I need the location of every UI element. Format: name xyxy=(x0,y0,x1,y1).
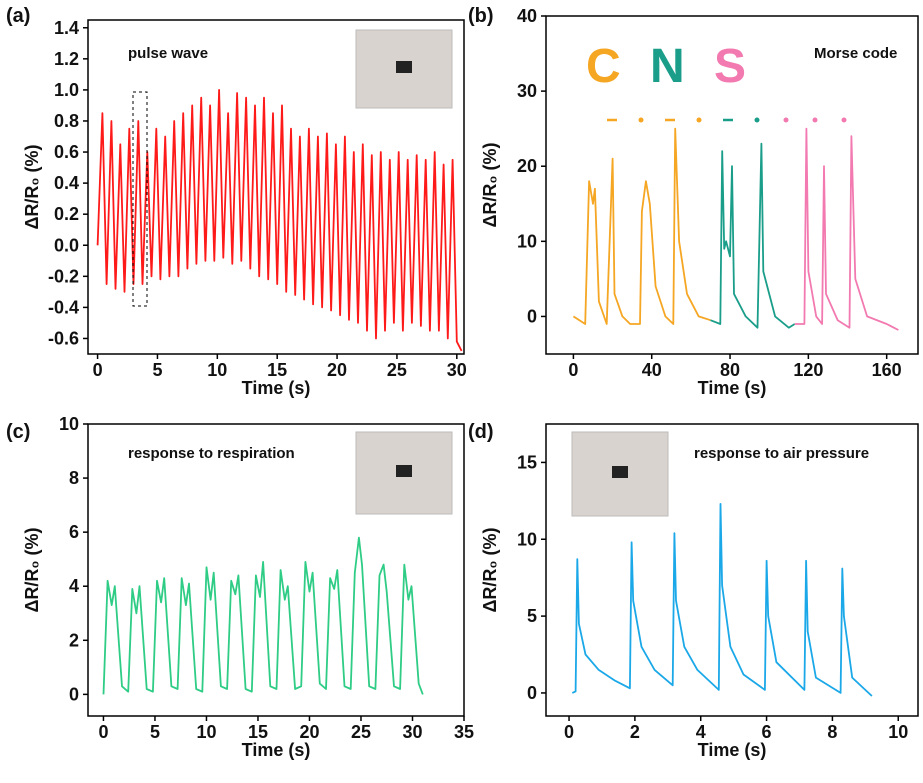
x-tick-label: 8 xyxy=(827,722,837,742)
x-axis-label: Time (s) xyxy=(242,740,311,760)
y-tick-label: -0.2 xyxy=(48,266,79,286)
y-tick-label: 15 xyxy=(517,452,537,472)
y-axis-label: ΔR/R₀ (%) xyxy=(22,527,42,612)
data-line xyxy=(572,127,711,325)
y-tick-label: 0 xyxy=(527,306,537,326)
morse-dot xyxy=(841,117,847,123)
x-axis-label: Time (s) xyxy=(698,740,767,760)
inset-sensor xyxy=(612,466,628,478)
morse-letter: C xyxy=(586,40,621,93)
annotation: pulse wave xyxy=(128,45,208,62)
x-tick-label: 160 xyxy=(872,360,902,380)
x-tick-label: 30 xyxy=(402,722,422,742)
y-axis-label: ΔR/R₀ (%) xyxy=(480,142,500,227)
y-tick-label: 20 xyxy=(517,156,537,176)
y-tick-label: -0.6 xyxy=(48,328,79,348)
morse-dot xyxy=(783,117,789,123)
y-tick-label: 10 xyxy=(59,414,79,434)
x-tick-label: 20 xyxy=(299,722,319,742)
y-tick-label: 10 xyxy=(517,231,537,251)
x-tick-label: 20 xyxy=(327,360,347,380)
x-tick-label: 30 xyxy=(447,360,467,380)
y-tick-label: 1.2 xyxy=(54,49,79,69)
x-tick-label: 0 xyxy=(564,722,574,742)
data-line xyxy=(96,89,463,352)
x-axis-label: Time (s) xyxy=(698,378,767,398)
inset-sensor xyxy=(396,61,412,73)
annotation: response to respiration xyxy=(128,445,295,462)
plot-frame xyxy=(87,423,465,717)
x-tick-label: 40 xyxy=(642,360,662,380)
y-tick-label: 10 xyxy=(517,529,537,549)
highlight-box xyxy=(132,91,148,307)
annotation: Morse code xyxy=(814,45,897,62)
x-tick-label: 25 xyxy=(387,360,407,380)
morse-dot xyxy=(812,117,818,123)
x-tick-label: 15 xyxy=(267,360,287,380)
x-tick-label: 10 xyxy=(196,722,216,742)
y-tick-label: 5 xyxy=(527,606,537,626)
y-tick-label: 4 xyxy=(69,576,79,596)
x-tick-label: 2 xyxy=(630,722,640,742)
morse-dot xyxy=(696,117,702,123)
y-tick-label: 0 xyxy=(527,683,537,703)
morse-letter: S xyxy=(714,40,746,93)
y-tick-label: 0.6 xyxy=(54,142,79,162)
y-tick-label: 0 xyxy=(69,684,79,704)
inset-sensor xyxy=(396,465,412,477)
x-tick-label: 5 xyxy=(150,722,160,742)
morse-dot xyxy=(754,117,760,123)
y-tick-label: 0.2 xyxy=(54,204,79,224)
x-tick-label: 0 xyxy=(568,360,578,380)
plot-frame xyxy=(545,15,919,355)
y-tick-label: 30 xyxy=(517,81,537,101)
y-tick-label: 0.4 xyxy=(54,173,79,193)
y-tick-label: 1.4 xyxy=(54,18,79,38)
x-tick-label: 10 xyxy=(888,722,908,742)
panel-label: (b) xyxy=(468,5,494,27)
data-line xyxy=(794,127,899,331)
y-tick-label: 2 xyxy=(69,630,79,650)
x-tick-label: 80 xyxy=(720,360,740,380)
panel-label: (a) xyxy=(6,5,30,27)
panel-label: (c) xyxy=(6,421,30,443)
plot-frame xyxy=(545,423,919,717)
x-tick-label: 10 xyxy=(207,360,227,380)
annotation: response to air pressure xyxy=(694,445,869,462)
morse-letter: N xyxy=(650,40,685,93)
y-axis-label: ΔR/R₀ (%) xyxy=(480,527,500,612)
x-tick-label: 4 xyxy=(696,722,706,742)
data-line xyxy=(571,503,873,697)
y-tick-label: 6 xyxy=(69,522,79,542)
x-tick-label: 0 xyxy=(93,360,103,380)
y-tick-label: 0.0 xyxy=(54,235,79,255)
y-tick-label: 1.0 xyxy=(54,80,79,100)
x-tick-label: 35 xyxy=(454,722,474,742)
x-tick-label: 25 xyxy=(351,722,371,742)
data-line xyxy=(102,536,424,695)
y-tick-label: 0.8 xyxy=(54,111,79,131)
y-tick-label: 40 xyxy=(517,6,537,26)
y-tick-label: 8 xyxy=(69,468,79,488)
x-tick-label: 15 xyxy=(248,722,268,742)
y-axis-label: ΔR/R₀ (%) xyxy=(22,144,42,229)
panel-label: (d) xyxy=(468,421,494,443)
x-tick-label: 0 xyxy=(98,722,108,742)
y-tick-label: -0.4 xyxy=(48,297,79,317)
x-tick-label: 6 xyxy=(762,722,772,742)
x-tick-label: 5 xyxy=(152,360,162,380)
x-tick-label: 120 xyxy=(793,360,823,380)
morse-dot xyxy=(638,117,644,123)
data-line xyxy=(710,142,796,329)
x-axis-label: Time (s) xyxy=(242,378,311,398)
plot-frame xyxy=(87,19,465,355)
